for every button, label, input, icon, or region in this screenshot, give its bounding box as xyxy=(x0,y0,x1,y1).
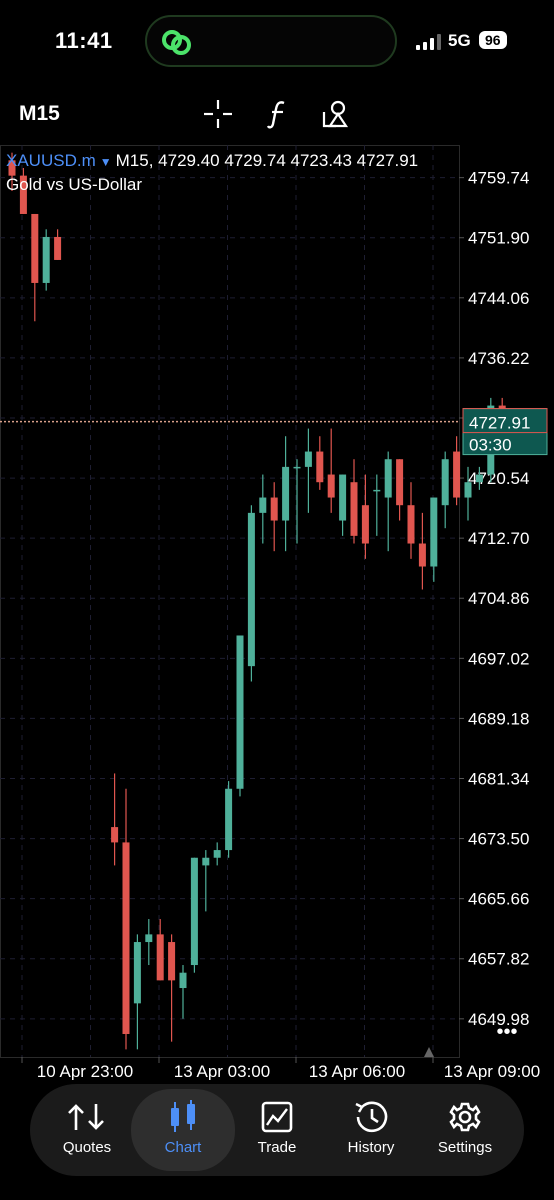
candle-body xyxy=(236,635,244,789)
candle-body xyxy=(42,236,50,283)
candle-body xyxy=(8,160,16,176)
price-axis-label: 4751.90 xyxy=(468,229,529,248)
candle-body xyxy=(179,972,187,989)
current-price-label: 4727.91 xyxy=(469,414,530,433)
candle-body xyxy=(259,497,267,513)
current-price-border xyxy=(462,408,548,434)
battery-level: 96 xyxy=(479,31,507,49)
candle-body xyxy=(156,934,164,981)
price-axis-label: 4744.06 xyxy=(468,289,529,308)
crosshair-icon[interactable] xyxy=(202,98,234,130)
candle-body xyxy=(373,489,381,492)
price-axis-label: 4720.54 xyxy=(468,469,529,488)
link-icon xyxy=(162,30,191,55)
price-chart[interactable]: 4759.744751.904744.064736.224728.384720.… xyxy=(0,145,554,1080)
gear-icon xyxy=(449,1102,481,1132)
candle-body xyxy=(145,934,153,943)
time-axis-label: 10 Apr 23:00 xyxy=(37,1062,133,1080)
candle-body xyxy=(475,474,483,483)
status-bar: 11:41 5G 96 xyxy=(0,0,554,85)
tab-label: Trade xyxy=(257,1139,297,1156)
symbol-description: Gold vs US-Dollar xyxy=(6,175,143,194)
candle-body xyxy=(225,788,233,851)
network-type: 5G xyxy=(448,31,471,50)
caret-down-icon[interactable]: ▼ xyxy=(99,155,112,169)
candle-body xyxy=(316,451,324,483)
candle-body xyxy=(111,827,119,843)
price-axis-label: 4704.86 xyxy=(468,589,529,608)
time-axis-label: 13 Apr 03:00 xyxy=(174,1062,270,1080)
candle-body xyxy=(168,942,176,981)
candle-body xyxy=(327,474,335,498)
tab-settings[interactable]: Settings xyxy=(416,1084,514,1176)
objects-icon[interactable] xyxy=(320,98,352,130)
tab-history[interactable]: History xyxy=(322,1084,420,1176)
sort-arrows-icon xyxy=(68,1104,104,1130)
tab-label: History xyxy=(347,1139,395,1156)
candle-body xyxy=(304,451,312,467)
candle-body xyxy=(190,857,198,966)
candle-body xyxy=(430,497,438,567)
dynamic-island xyxy=(145,15,397,67)
candle-body xyxy=(464,482,472,498)
tab-label: Settings xyxy=(437,1139,493,1156)
candle-body xyxy=(202,857,210,866)
candle-body xyxy=(31,213,39,283)
plot-frame xyxy=(0,145,460,1058)
price-axis-label: 4657.82 xyxy=(468,950,529,969)
candle-body xyxy=(350,482,358,536)
candle-body xyxy=(270,497,278,521)
more-dots[interactable]: ••• xyxy=(496,1021,517,1043)
candle-body xyxy=(282,466,290,521)
current-price-box xyxy=(462,408,548,456)
trade-chart-icon xyxy=(261,1101,293,1133)
price-axis-label: 4736.22 xyxy=(468,349,529,368)
candle-body xyxy=(418,543,426,567)
bottom-tab-bar: Quotes Chart Trade History xyxy=(30,1084,524,1176)
candle-body xyxy=(361,505,369,544)
price-axis-label: 4649.98 xyxy=(468,1010,529,1029)
candle-body xyxy=(293,466,301,469)
signal-icon xyxy=(416,34,441,50)
status-time: 11:41 xyxy=(55,28,113,53)
scroll-end-marker xyxy=(424,1047,434,1057)
price-axis-label: 4689.18 xyxy=(468,709,529,728)
candle-body xyxy=(247,512,255,667)
candle-body xyxy=(407,505,415,544)
candle-body xyxy=(396,459,404,506)
candle-body xyxy=(54,236,62,260)
candle-body xyxy=(133,942,141,1004)
timeframe-button[interactable]: M15 xyxy=(19,102,60,125)
tab-label: Chart xyxy=(164,1139,202,1156)
symbol-name[interactable]: XAUUSD.m xyxy=(6,151,96,170)
chart-area[interactable]: 4759.744751.904744.064736.224728.384720.… xyxy=(0,145,554,1080)
ohlc-values: 4729.40 4729.74 4723.43 4727.91 xyxy=(158,151,419,170)
price-axis-label: 4665.66 xyxy=(468,890,529,909)
candle-body xyxy=(441,459,449,506)
header-timeframe: M15, xyxy=(115,151,154,170)
time-axis-label: 13 Apr 09:00 xyxy=(444,1062,540,1080)
history-clock-icon xyxy=(355,1101,388,1133)
candlestick-icon xyxy=(171,1100,195,1132)
candle-body xyxy=(384,459,392,498)
tab-trade[interactable]: Trade xyxy=(228,1084,326,1176)
candle-body xyxy=(122,842,130,1035)
candle-body xyxy=(339,474,347,521)
function-icon[interactable] xyxy=(264,98,292,130)
candle-body xyxy=(19,175,27,214)
price-axis-label: 4681.34 xyxy=(468,769,529,788)
candle-body xyxy=(213,850,221,858)
chart-toolbar: M15 xyxy=(0,90,554,140)
price-axis-label: 4759.74 xyxy=(468,169,529,188)
price-axis-label: 4673.50 xyxy=(468,830,529,849)
tab-quotes[interactable]: Quotes xyxy=(38,1084,136,1176)
symbol-header: XAUUSD.m ▼ M15, 4729.40 4729.74 4723.43 47… xyxy=(6,151,418,171)
countdown-label: 03:30 xyxy=(469,436,512,455)
time-axis-label: 13 Apr 06:00 xyxy=(309,1062,405,1080)
tab-chart[interactable]: Chart xyxy=(131,1089,235,1171)
candle-body xyxy=(453,451,461,498)
price-axis-label: 4697.02 xyxy=(468,649,529,668)
tab-label: Quotes xyxy=(62,1139,112,1156)
price-axis-label: 4712.70 xyxy=(468,529,529,548)
